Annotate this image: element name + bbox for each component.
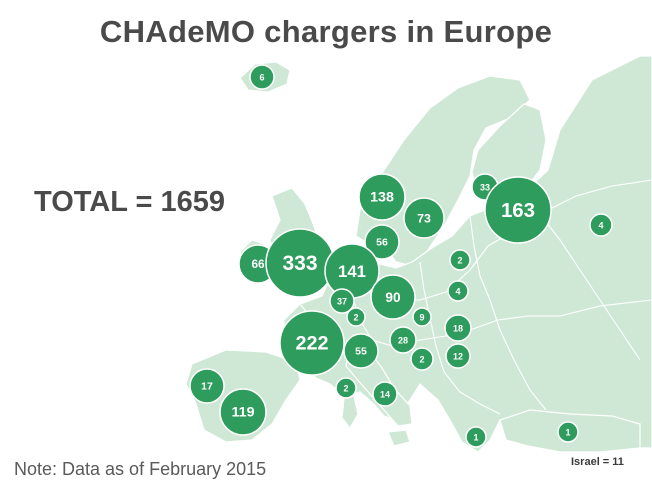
marker-label: 17 xyxy=(201,381,213,393)
marker-bubble xyxy=(403,197,445,239)
marker-bubble xyxy=(343,333,379,369)
marker-label: 333 xyxy=(282,252,317,275)
land-scandinavia xyxy=(355,75,531,267)
marker-bubble xyxy=(445,343,471,369)
marker-bubble xyxy=(364,224,400,260)
marker-label: 28 xyxy=(398,336,408,346)
marker-bubble xyxy=(358,173,406,221)
marker-label: 1 xyxy=(565,428,570,438)
marker-bubble xyxy=(589,213,613,237)
marker-bubble xyxy=(389,326,417,354)
land-sardinia xyxy=(341,395,359,430)
marker-label: 14 xyxy=(380,390,390,400)
marker-bubble xyxy=(249,64,275,90)
marker-label: 2 xyxy=(457,256,462,266)
marker-label: 33 xyxy=(480,183,490,193)
total-count: TOTAL = 1659 xyxy=(34,186,226,218)
marker-bubble xyxy=(372,381,398,407)
marker-label: 55 xyxy=(355,346,367,358)
marker-bubble xyxy=(484,176,552,244)
israel-count: Israel = 11 xyxy=(571,456,624,468)
marker-label: 37 xyxy=(337,297,347,307)
marker-label: 12 xyxy=(453,352,463,362)
marker-label: 119 xyxy=(232,405,255,421)
marker-bubble xyxy=(410,347,434,371)
marker-label: 4 xyxy=(598,221,603,231)
border-lines-6 xyxy=(539,213,641,361)
land-sicily xyxy=(387,429,411,447)
marker-label: 2 xyxy=(353,313,358,323)
marker-label: 222 xyxy=(295,333,328,355)
marker-label: 9 xyxy=(419,313,424,323)
border-lines-4 xyxy=(469,215,547,411)
marker-bubble xyxy=(335,377,357,399)
marker-label: 18 xyxy=(453,324,463,334)
marker-bubble xyxy=(465,426,487,448)
marker-label: 73 xyxy=(417,212,431,226)
marker-label: 141 xyxy=(338,262,366,281)
marker-bubble xyxy=(447,280,469,302)
marker-bubble xyxy=(412,307,432,327)
marker-bubble xyxy=(557,421,579,443)
marker-label: 4 xyxy=(455,287,460,297)
marker-label: 66 xyxy=(251,258,265,271)
marker-bubble xyxy=(370,274,416,320)
map-title: CHAdeMO chargers in Europe xyxy=(99,14,553,49)
marker-bubble xyxy=(329,288,355,314)
data-note: Note: Data as of February 2015 xyxy=(14,459,267,479)
marker-bubble xyxy=(444,314,472,342)
marker-label: 1 xyxy=(473,433,478,443)
marker-bubble xyxy=(219,388,267,436)
marker-bubble xyxy=(279,310,345,376)
marker-bubble xyxy=(449,249,471,271)
marker-label: 56 xyxy=(376,237,388,249)
marker-label: 2 xyxy=(343,384,348,394)
marker-label: 163 xyxy=(501,199,535,222)
marker-label: 2 xyxy=(419,355,424,365)
marker-bubble xyxy=(189,368,225,404)
marker-label: 6 xyxy=(259,73,264,83)
border-lines-3 xyxy=(419,261,501,415)
marker-label: 90 xyxy=(385,290,401,305)
marker-bubble xyxy=(346,307,366,327)
marker-label: 138 xyxy=(370,190,394,206)
